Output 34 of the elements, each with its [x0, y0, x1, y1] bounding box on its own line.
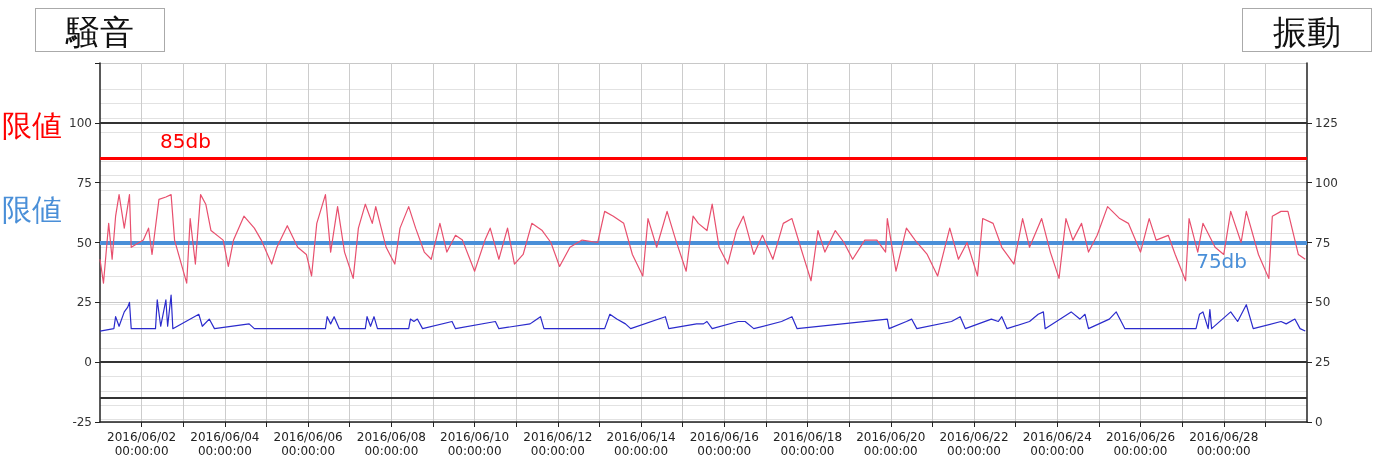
x-tick-label: 2016/06/28 00:00:00 — [1189, 430, 1259, 458]
x-tick-label: 2016/06/10 00:00:00 — [440, 430, 510, 458]
x-tick-label: 2016/06/26 00:00:00 — [1105, 430, 1176, 458]
y-tick-label: -25 — [72, 415, 92, 429]
x-tick-label: 2016/06/14 00:00:00 — [606, 430, 676, 458]
x-tick-label: 2016/06/16 00:00:00 — [689, 430, 759, 458]
y2-tick-label: 100 — [1315, 175, 1338, 190]
y2-tick-label: 25 — [1315, 355, 1331, 370]
y-tick-label: 100 — [69, 115, 92, 130]
x-tick-label: 2016/06/06 00:00:00 — [273, 430, 343, 458]
y2-tick-label: 50 — [1315, 295, 1331, 310]
x-tick-label: 2016/06/02 00:00:00 — [107, 430, 177, 458]
y-tick-label: 25 — [76, 295, 92, 310]
x-tick-label: 2016/06/18 00:00:00 — [772, 430, 843, 458]
x-tick-label: 2016/06/24 00:00:00 — [1022, 430, 1092, 458]
y2-tick-label: 75 — [1315, 235, 1331, 250]
y2-tick-label: 125 — [1315, 115, 1338, 130]
y-tick-label: 75 — [76, 175, 92, 190]
line-series — [99, 194, 1306, 284]
ref-line-label: 75db — [1196, 248, 1247, 273]
x-tick-label: 2016/06/20 00:00:00 — [856, 430, 926, 458]
text: 限値 — [2, 108, 62, 144]
text: 限値 — [2, 192, 62, 227]
x-tick-label: 2016/06/12 00:00:00 — [523, 430, 593, 458]
line-series — [99, 294, 1306, 332]
x-tick-label: 2016/06/08 00:00:00 — [356, 430, 426, 458]
y2-tick-label: 0 — [1315, 415, 1323, 429]
ref-line-label: 85db — [160, 128, 211, 153]
y-tick-label: 50 — [76, 235, 92, 250]
y-tick-label: 0 — [84, 355, 92, 370]
x-tick-label: 2016/06/22 00:00:00 — [939, 430, 1009, 458]
x-tick-label: 2016/06/04 00:00:00 — [190, 430, 260, 458]
y-axis-title: 騒音 — [65, 12, 134, 52]
y2-axis-title: 振動 — [1273, 12, 1341, 52]
